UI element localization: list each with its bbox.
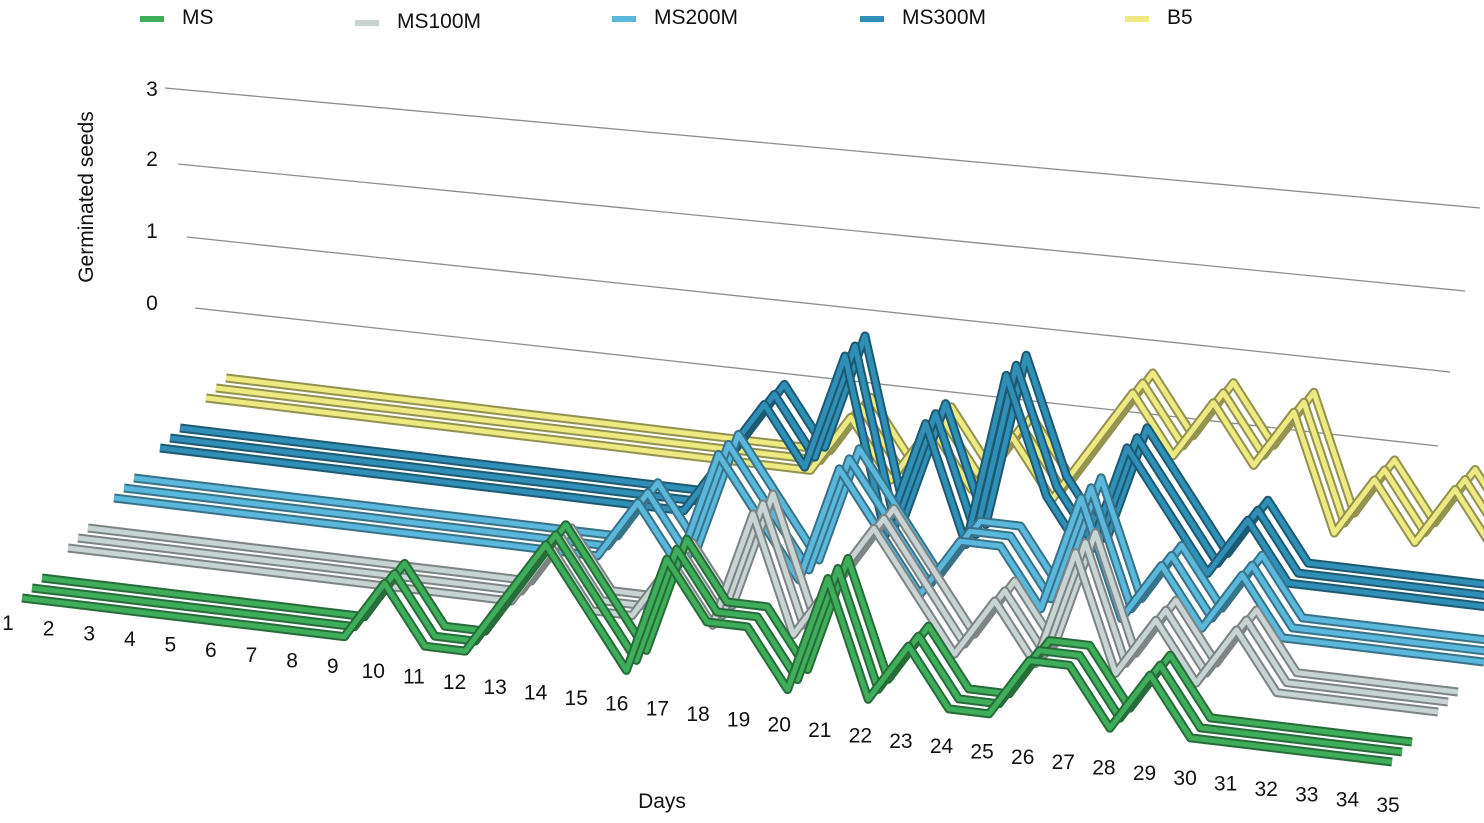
series-ms100m (67, 489, 1459, 717)
x-tick-label: 28 (1092, 757, 1115, 780)
x-tick-label: 16 (605, 692, 628, 715)
legend-label: MS300M (902, 6, 986, 29)
x-tick-label: 3 (83, 623, 95, 646)
x-tick-label: 32 (1255, 778, 1278, 801)
legend: MS MS100M MS200M MS300M B5 (140, 6, 1193, 33)
x-tick-label: 7 (246, 644, 258, 667)
series-line (31, 532, 1403, 755)
x-tick-label: 31 (1214, 773, 1237, 796)
x-tick-label: 4 (124, 628, 136, 651)
x-tick-label: 12 (443, 671, 466, 694)
series-line (67, 511, 1439, 715)
series-ms300m (159, 331, 1484, 612)
x-tick-label: 10 (362, 660, 385, 683)
series-line (21, 542, 1393, 765)
x-tick-label: 34 (1336, 789, 1360, 812)
x-tick-label: 19 (727, 708, 750, 731)
series-line (179, 333, 1484, 587)
x-tick-label: 26 (1011, 746, 1034, 769)
x-tick-label: 8 (286, 650, 298, 673)
legend-item-ms300m: MS300M (860, 6, 986, 29)
legend-item-b5: B5 (1125, 6, 1193, 29)
legend-label: B5 (1167, 6, 1193, 29)
legend-swatch (1125, 16, 1149, 22)
x-tick-label: 33 (1295, 783, 1318, 806)
y-tick-label: 1 (146, 220, 158, 243)
y-axis-ticks: 3 2 1 0 (146, 78, 158, 315)
series-ms (21, 520, 1413, 767)
y-tick-label: 3 (146, 78, 158, 101)
x-tick-label: 20 (768, 714, 791, 737)
x-tick-label: 17 (646, 698, 669, 721)
legend-swatch (355, 20, 379, 26)
x-tick-label: 24 (930, 735, 954, 758)
legend-item-ms: MS (140, 6, 214, 29)
series-line (159, 353, 1484, 610)
x-tick-label: 2 (43, 617, 55, 640)
x-tick-label: 9 (327, 655, 339, 678)
x-tick-label: 23 (889, 730, 912, 753)
x-axis-ticks: 1 2 3 4 5 6 7 8 9 10 11 12 13 14 15 16 17 18 19 20 21 22 23 24 2… (2, 612, 1400, 817)
legend-swatch (612, 16, 636, 22)
x-tick-label: 13 (483, 676, 506, 699)
legend-label: MS (182, 6, 214, 29)
series-line (41, 522, 1413, 745)
legend-swatch (860, 16, 884, 22)
x-tick-label: 5 (165, 633, 177, 656)
x-axis-label: Days (638, 790, 686, 813)
x-tick-label: 1 (2, 612, 14, 635)
legend-label: MS100M (397, 10, 481, 33)
x-tick-label: 15 (565, 687, 588, 710)
y-tick-label: 2 (146, 148, 158, 171)
series-line (133, 431, 1484, 643)
x-tick-label: 30 (1173, 767, 1196, 790)
x-tick-label: 14 (524, 682, 548, 705)
series-line (205, 390, 1484, 546)
x-tick-label: 29 (1133, 762, 1156, 785)
x-tick-label: 25 (970, 741, 993, 764)
y-axis-label: Germinated seeds (75, 111, 98, 283)
gridline (177, 163, 1466, 292)
series-line (169, 343, 1484, 598)
y-tick-label: 0 (146, 292, 158, 315)
x-tick-label: 6 (205, 639, 217, 662)
legend-label: MS200M (654, 6, 738, 29)
x-tick-label: 22 (849, 724, 872, 747)
series-line (123, 441, 1484, 654)
gridline (164, 87, 1481, 209)
x-tick-label: 21 (808, 719, 831, 742)
legend-item-ms200m: MS200M (612, 6, 738, 29)
x-tick-label: 27 (1052, 751, 1075, 774)
x-tick-label: 11 (403, 666, 425, 689)
series-ribbons (21, 331, 1484, 767)
x-tick-label: 18 (686, 703, 709, 726)
legend-swatch (140, 16, 164, 22)
x-tick-label: 35 (1376, 794, 1399, 817)
gridline (186, 236, 1451, 373)
legend-item-ms100m: MS100M (355, 10, 481, 33)
